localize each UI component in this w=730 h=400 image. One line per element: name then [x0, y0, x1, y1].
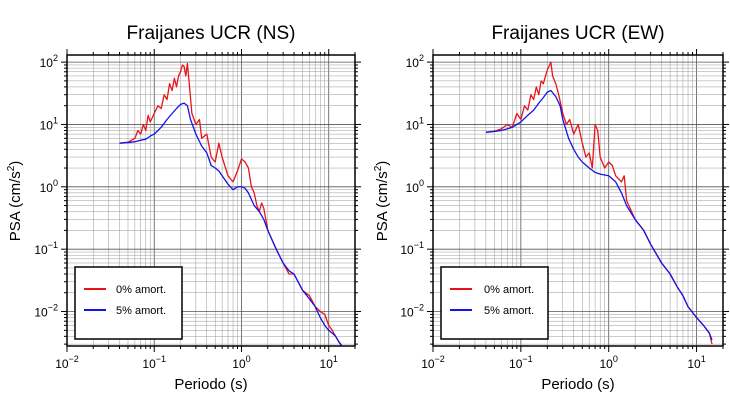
x-tick-label: 10−2 [55, 354, 79, 371]
chart-title: Fraijanes UCR (NS) [127, 23, 296, 44]
y-tick-label: 102 [40, 53, 58, 70]
y-tick-label: 10−1 [400, 240, 424, 257]
series-group [485, 61, 713, 345]
legend: 0% amort. 5% amort. [440, 266, 549, 340]
legend-label-0: 0% amort. [116, 284, 166, 296]
x-axis-label: Periodo (s) [174, 376, 247, 393]
legend: 0% amort. 5% amort. [74, 266, 183, 340]
series-group [119, 62, 343, 347]
chart-panel-ns: Fraijanes UCR (NS) 10−2 10−1 100 1011021011… [6, 23, 361, 393]
legend-box [440, 266, 549, 340]
y-axis-label: PSA (cm/s2) [373, 161, 391, 242]
y-tick-label: 101 [40, 115, 58, 132]
series-line-1 [485, 89, 713, 341]
x-tick-label: 10−1 [142, 354, 166, 371]
x-tick-label: 101 [687, 354, 705, 371]
y-tick-label: 100 [406, 178, 424, 195]
chart-panel-ew: Fraijanes UCR (EW) 10−2 10−1 100 1011021011… [373, 23, 729, 393]
y-tick-label: 10−1 [34, 240, 58, 257]
series-line-1 [119, 102, 343, 346]
grid [66, 55, 356, 346]
chart-title: Fraijanes UCR (EW) [491, 23, 664, 44]
x-tick-label: 101 [320, 354, 338, 371]
legend-box [74, 266, 183, 340]
y-tick-label: 102 [406, 53, 424, 70]
x-tick-label: 10−2 [421, 354, 445, 371]
x-axis-label: Periodo (s) [541, 376, 614, 393]
y-tick-label: 10−2 [34, 303, 58, 320]
y-tick-label: 100 [40, 178, 58, 195]
legend-label-0: 0% amort. [484, 284, 534, 296]
x-tick-label: 100 [232, 354, 250, 371]
x-tick-label: 10−1 [509, 354, 533, 371]
y-tick-label: 101 [406, 115, 424, 132]
ticks: 10−2 10−1 100 101 102 101 100 10−1 10−2 [400, 49, 729, 371]
x-tick-label: 100 [600, 354, 618, 371]
y-tick-label: 10−2 [400, 303, 424, 320]
legend-label-1: 5% amort. [484, 305, 534, 317]
ticks: 10−2 10−1 100 101 102 101 100 10−1 10−2 [34, 49, 361, 371]
legend-label-1: 5% amort. [116, 305, 166, 317]
y-axis-label: PSA (cm/s2) [6, 161, 24, 242]
